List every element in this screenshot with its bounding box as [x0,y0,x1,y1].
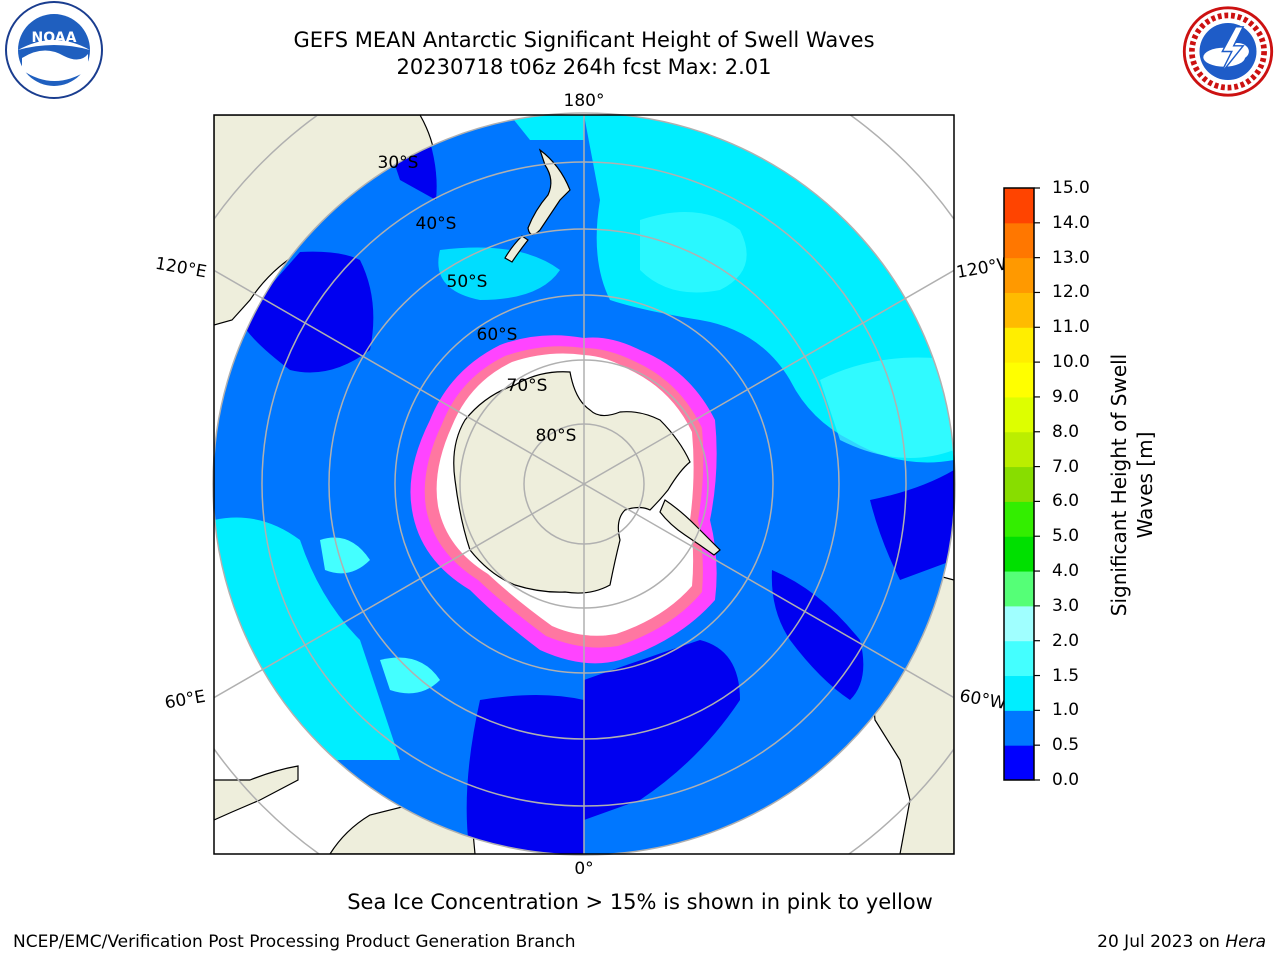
chart-title: GEFS MEAN Antarctic Significant Height o… [293,28,875,52]
lon-label-0: 0° [574,859,593,879]
noaa-logo-text: NOAA [32,30,77,46]
colorbar-label-line1: Significant Height of Swell [1107,353,1131,617]
chart-subtitle: 20230718 t06z 264h fcst Max: 2.01 [396,55,772,79]
colorbar-tick-label: 0.5 [1052,735,1080,756]
meridian-line [583,269,954,485]
colorbar [1003,187,1040,781]
lon-label-60e: 60°E [163,687,207,714]
colorbar-segment [1004,362,1034,398]
colorbar-label: Significant Height of Swell Waves [m] [1106,354,1158,616]
lat-label-60s: 60°S [477,325,518,345]
colorbar-segment [1004,605,1034,642]
lat-label-80s: 80°S [536,426,577,446]
graticule [214,115,954,854]
colorbar-segment [1004,257,1034,293]
footer-machine: Hera [1225,932,1266,952]
colorbar-tick-label: 2.0 [1052,630,1080,651]
colorbar-tick-label: 3.0 [1052,595,1080,616]
colorbar-tick-label: 12.0 [1052,282,1090,303]
colorbar-tick-label: 10.0 [1052,352,1090,373]
lat-label-70s: 70°S [507,376,548,396]
colorbar-segment [1004,292,1034,328]
colorbar-segment [1004,466,1034,502]
noaa-logo: NOAA [5,1,103,99]
footer-branch: NCEP/EMC/Verification Post Processing Pr… [13,932,576,952]
nws-logo [1182,6,1274,97]
colorbar-tick-label: 1.0 [1052,700,1080,721]
lat-label-40s: 40°S [416,214,457,234]
colorbar-tick-label: 9.0 [1052,386,1080,407]
colorbar-segment [1004,396,1034,433]
meridian-line [214,269,585,485]
colorbar-tick-label: 11.0 [1052,317,1090,338]
colorbar-tick-label: 1.5 [1052,665,1080,686]
colorbar-segment [1004,188,1034,224]
colorbar-tick-label: 15.0 [1052,178,1090,198]
colorbar-segment [1004,710,1034,746]
colorbar-segment [1004,431,1034,468]
colorbar-segment [1004,327,1034,363]
land-africa [214,765,299,821]
lon-label-60w: 60°W [958,686,1008,714]
lon-label-180: 180° [564,91,605,111]
sea-ice-note: Sea Ice Concentration > 15% is shown in … [347,890,933,914]
colorbar-segment [1004,640,1034,677]
meridian-line [214,483,585,699]
colorbar-tick-label: 4.0 [1052,561,1080,582]
colorbar-tick-label: 5.0 [1052,526,1080,547]
colorbar-segment [1004,745,1034,781]
land-antarctica [453,371,691,594]
colorbar-tick-label: 7.0 [1052,456,1080,477]
colorbar-tick-label: 14.0 [1052,212,1090,233]
lon-label-120e: 120°E [154,254,208,283]
colorbar-label-line2: Waves [m] [1133,431,1157,539]
colorbar-tick-label: 8.0 [1052,421,1080,442]
lat-label-30s: 30°S [378,153,419,173]
colorbar-segment [1004,571,1034,607]
colorbar-segment [1004,536,1034,572]
footer-date: 20 Jul 2023 on Hera [1097,932,1266,952]
lat-label-50s: 50°S [447,272,488,292]
colorbar-tick-label: 13.0 [1052,247,1090,268]
colorbar-segment [1004,501,1034,537]
colorbar-segment [1004,222,1034,259]
colorbar-tick-label: 6.0 [1052,491,1080,512]
map-frame [213,114,955,855]
colorbar-segment [1004,675,1034,711]
footer-date-text: 20 Jul 2023 on [1097,932,1226,952]
meridian-line [583,483,954,699]
colorbar-tick-label: 0.0 [1052,770,1080,790]
land-antarctic-peninsula [659,499,721,556]
colorbar-frame [1003,187,1035,781]
